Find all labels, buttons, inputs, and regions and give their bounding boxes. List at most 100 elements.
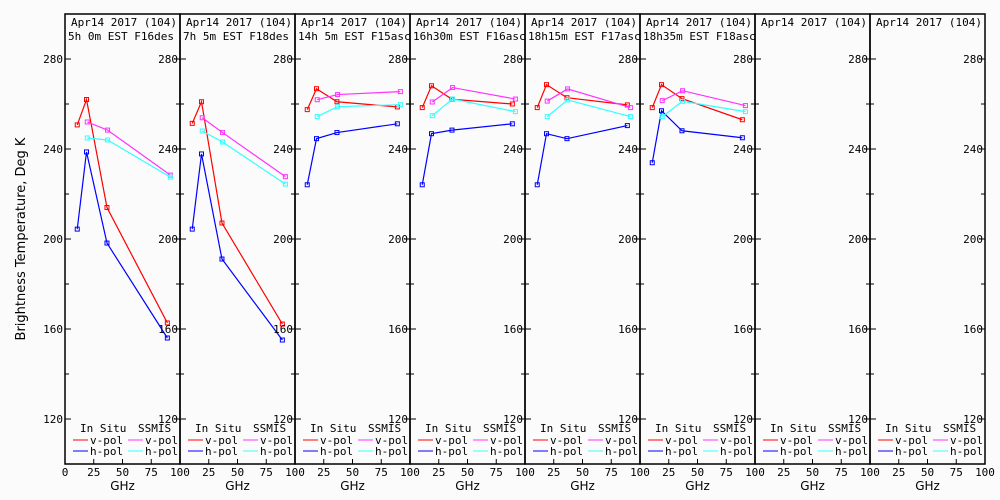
panel-subtitle: 16h30m EST F16asc bbox=[413, 30, 526, 43]
y-axis-label: Brightness Temperature, Deg K bbox=[14, 137, 29, 340]
data-point bbox=[680, 98, 686, 104]
x-tick-label: 50 bbox=[921, 466, 934, 479]
x-tick-label: 25 bbox=[892, 466, 905, 479]
data-point bbox=[74, 122, 80, 128]
data-point bbox=[84, 135, 90, 141]
x-tick-label: 50 bbox=[691, 466, 704, 479]
panel-title: Apr14 2017 (104) bbox=[876, 16, 982, 29]
legend-title-in-situ: In Situ bbox=[655, 422, 701, 435]
legend-label: v-pol bbox=[260, 434, 293, 447]
y-tick-label: 160 bbox=[733, 323, 753, 336]
legend-label: v-pol bbox=[895, 434, 928, 447]
legend-label: v-pol bbox=[145, 434, 178, 447]
x-tick-label: 75 bbox=[490, 466, 503, 479]
data-point bbox=[279, 321, 285, 327]
panel-title: Apr14 2017 (104) bbox=[646, 16, 752, 29]
legend-title-in-situ: In Situ bbox=[80, 422, 126, 435]
data-point bbox=[219, 220, 225, 226]
series-line bbox=[191, 99, 283, 325]
data-point bbox=[304, 182, 310, 188]
x-tick-label: 100 bbox=[860, 466, 880, 479]
x-tick-label: 25 bbox=[432, 466, 445, 479]
legend-label: h-pol bbox=[605, 445, 638, 458]
series-line bbox=[76, 151, 168, 339]
data-point bbox=[627, 114, 633, 120]
x-tick-label: 100 bbox=[975, 466, 995, 479]
series-line bbox=[536, 83, 628, 108]
data-point bbox=[429, 83, 435, 89]
data-point bbox=[512, 96, 518, 102]
series-line bbox=[201, 117, 286, 178]
x-tick-label: 0 bbox=[62, 466, 69, 479]
x-tick-label: 75 bbox=[835, 466, 848, 479]
legend-label: v-pol bbox=[665, 434, 698, 447]
data-point bbox=[164, 335, 170, 341]
series-line bbox=[306, 87, 398, 110]
y-tick-label: 120 bbox=[388, 413, 408, 426]
data-point bbox=[199, 151, 205, 157]
data-point bbox=[282, 174, 288, 180]
data-point bbox=[544, 131, 550, 137]
legend-label: v-pol bbox=[320, 434, 353, 447]
data-point bbox=[659, 98, 665, 104]
legend-title-in-situ: In Situ bbox=[310, 422, 356, 435]
data-point bbox=[679, 96, 685, 102]
x-tick-label: 25 bbox=[202, 466, 215, 479]
y-tick-label: 240 bbox=[43, 143, 63, 156]
panel-subtitle: 14h 5m EST F15asc bbox=[298, 30, 411, 43]
x-tick-label: 25 bbox=[317, 466, 330, 479]
legend-label: v-pol bbox=[835, 434, 868, 447]
x-tick-label: 50 bbox=[346, 466, 359, 479]
data-point bbox=[282, 181, 288, 187]
y-tick-label: 160 bbox=[848, 323, 868, 336]
data-point bbox=[419, 105, 425, 111]
y-tick-label: 160 bbox=[503, 323, 523, 336]
data-point bbox=[429, 99, 435, 105]
x-tick-label: 75 bbox=[260, 466, 273, 479]
series-line bbox=[431, 86, 516, 103]
series-line bbox=[661, 90, 746, 107]
data-point bbox=[335, 104, 341, 110]
data-point bbox=[742, 103, 748, 109]
series-line bbox=[546, 99, 631, 118]
data-point bbox=[534, 105, 540, 111]
y-tick-label: 280 bbox=[733, 53, 753, 66]
legend-label: v-pol bbox=[720, 434, 753, 447]
legend-label: v-pol bbox=[550, 434, 583, 447]
y-tick-label: 240 bbox=[503, 143, 523, 156]
x-axis-label: GHz bbox=[110, 479, 135, 493]
y-tick-label: 280 bbox=[618, 53, 638, 66]
data-point bbox=[509, 121, 515, 127]
x-axis-label: GHz bbox=[225, 479, 250, 493]
legend-label: h-pol bbox=[205, 445, 238, 458]
legend-label: v-pol bbox=[780, 434, 813, 447]
x-tick-label: 50 bbox=[461, 466, 474, 479]
legend-title-ssmis: SSMIS bbox=[828, 422, 861, 435]
data-point bbox=[104, 205, 110, 210]
data-point bbox=[544, 82, 550, 88]
x-tick-label: 75 bbox=[375, 466, 388, 479]
legend-label: v-pol bbox=[950, 434, 983, 447]
y-tick-label: 200 bbox=[963, 233, 983, 246]
x-tick-label: 50 bbox=[806, 466, 819, 479]
y-tick-label: 160 bbox=[963, 323, 983, 336]
legend-title-in-situ: In Situ bbox=[885, 422, 931, 435]
series-line bbox=[546, 88, 631, 109]
data-point bbox=[220, 139, 226, 145]
legend-label: v-pol bbox=[605, 434, 638, 447]
y-tick-label: 240 bbox=[388, 143, 408, 156]
series-line bbox=[191, 153, 283, 341]
series-line bbox=[87, 137, 171, 178]
series-line bbox=[76, 97, 168, 324]
series-line bbox=[661, 100, 746, 118]
x-axis-label: GHz bbox=[685, 479, 710, 493]
series-line bbox=[651, 109, 743, 163]
x-tick-label: 100 bbox=[515, 466, 535, 479]
data-point bbox=[739, 117, 745, 123]
series-line bbox=[317, 91, 401, 101]
legend-label: v-pol bbox=[205, 434, 238, 447]
legend-title-ssmis: SSMIS bbox=[138, 422, 171, 435]
y-tick-label: 240 bbox=[158, 143, 178, 156]
data-point bbox=[534, 182, 540, 188]
